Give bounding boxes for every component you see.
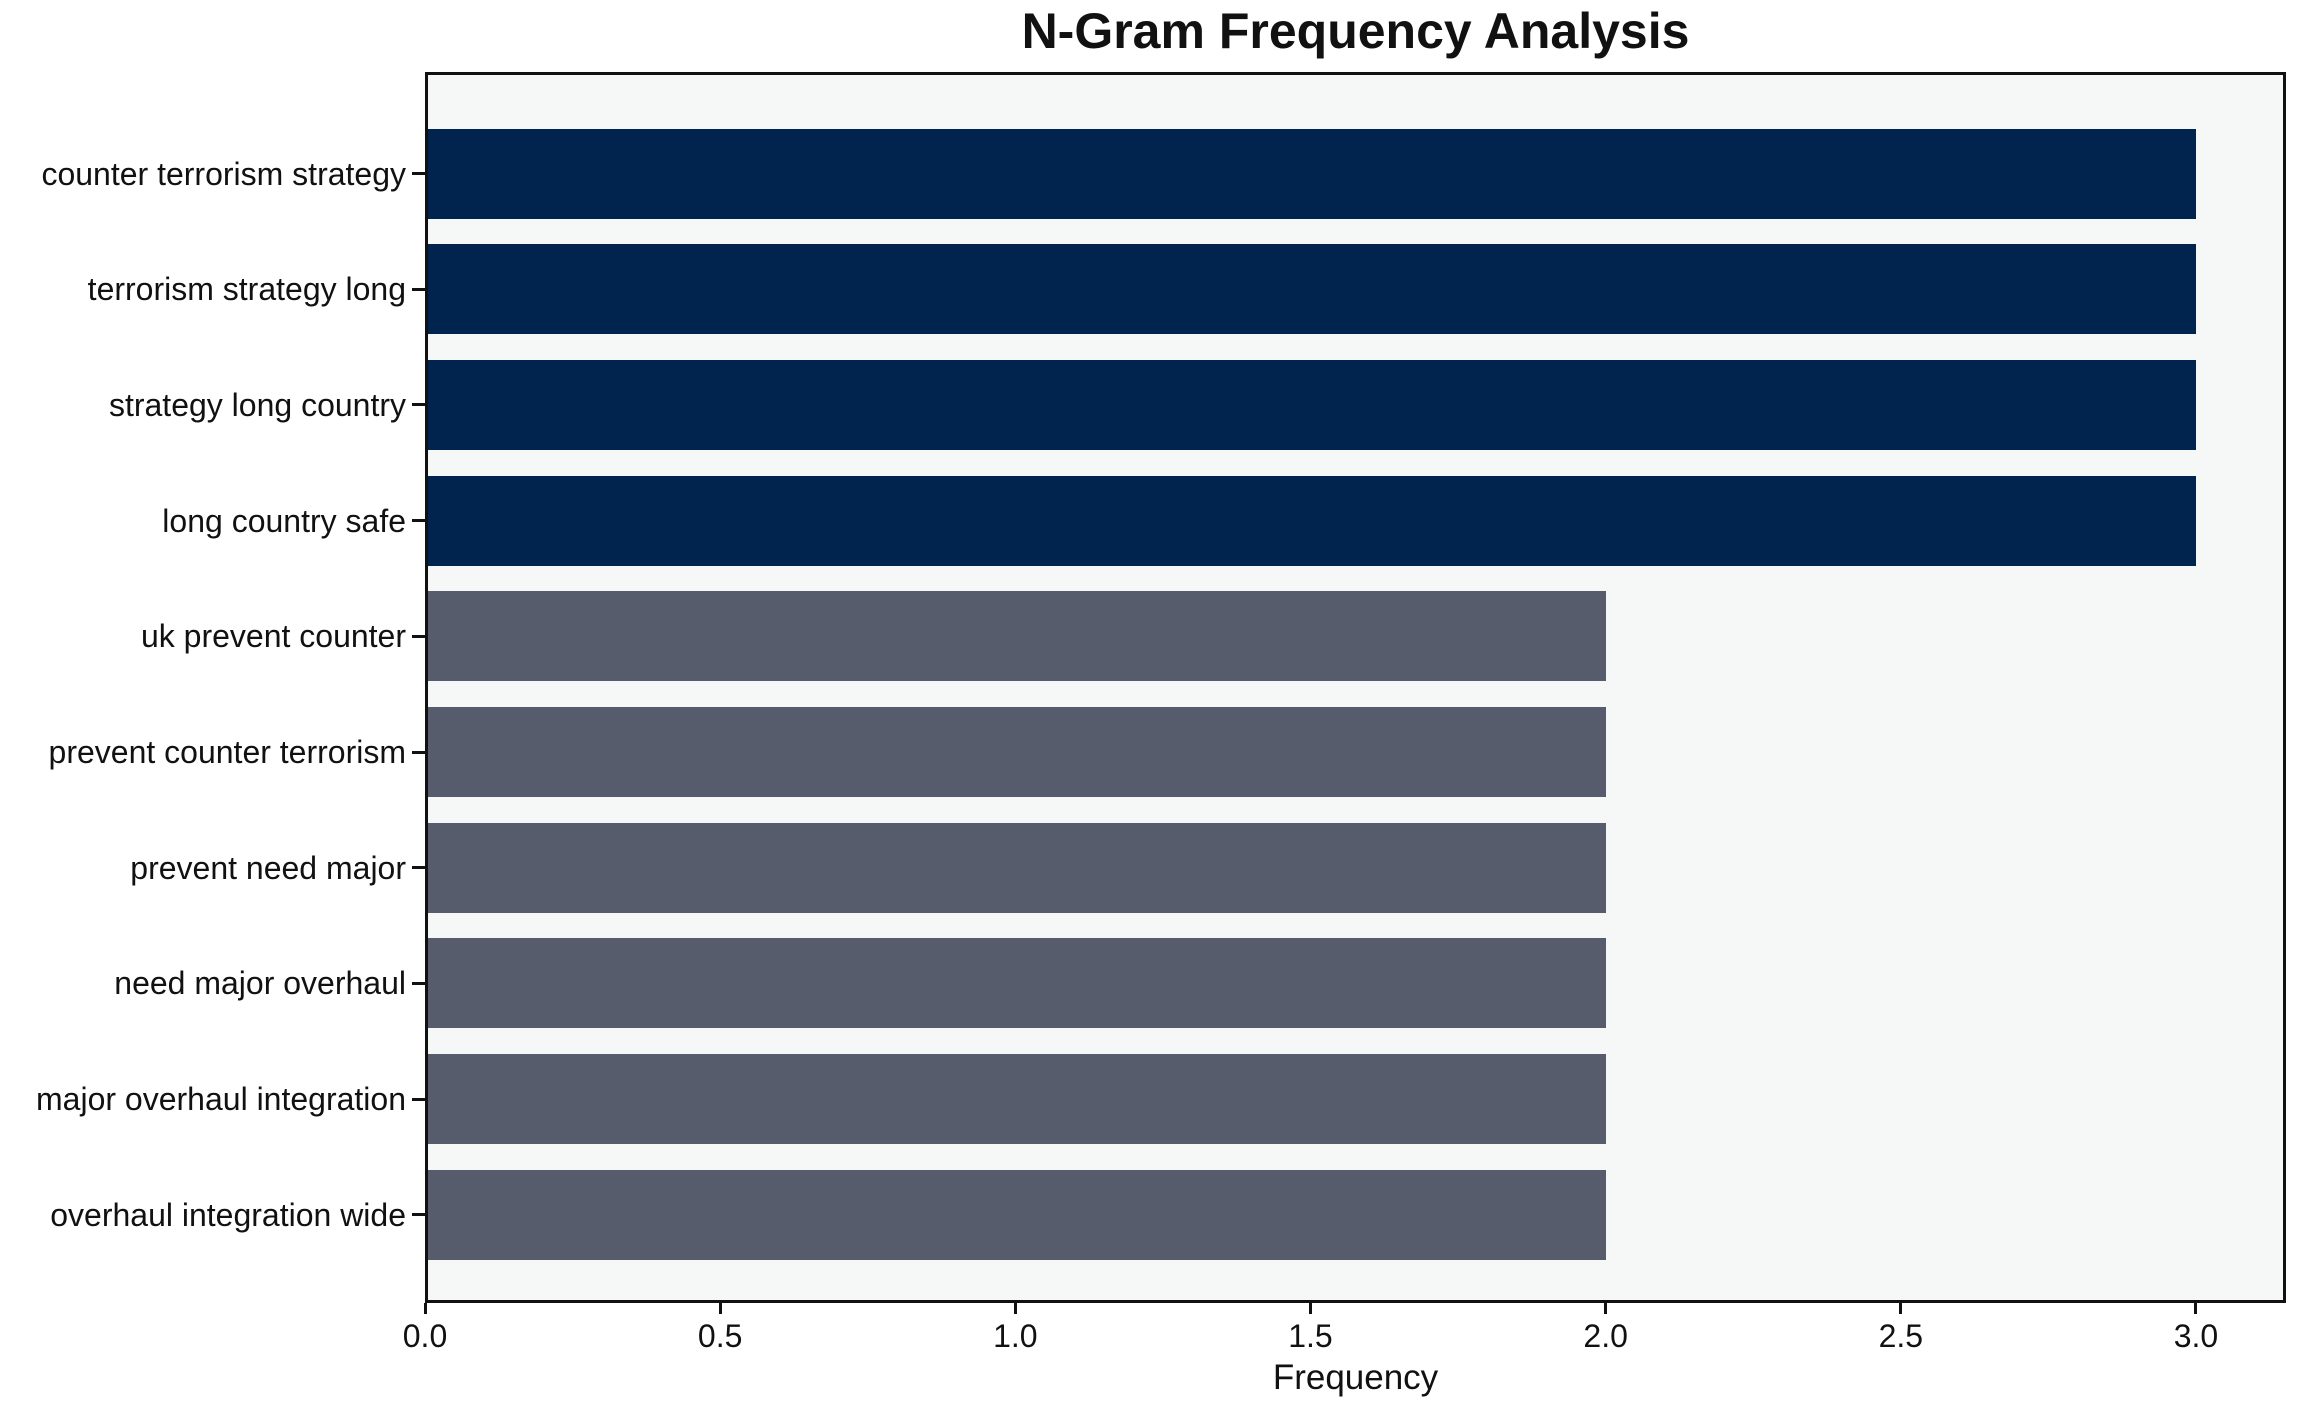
bar-long-country-safe <box>425 475 2196 566</box>
y-tick-mark <box>412 403 425 407</box>
y-tick-mark <box>412 172 425 175</box>
x-tick-label: 2.0 <box>1583 1318 1628 1354</box>
x-tick-mark <box>1899 1303 1903 1314</box>
y-tick-label: need major overhaul <box>114 965 406 1002</box>
y-tick-mark <box>412 634 425 638</box>
y-tick-label: prevent need major <box>130 849 406 886</box>
x-tick-mark <box>1013 1303 1017 1314</box>
y-tick-mark <box>412 1213 425 1217</box>
plot-area <box>425 72 2286 1303</box>
y-tick-label: long country safe <box>162 502 406 539</box>
y-tick-mark <box>412 866 425 870</box>
x-tick-label: 0.0 <box>402 1318 448 1354</box>
x-tick-label: 3.0 <box>2173 1318 2219 1354</box>
y-tick-label: terrorism strategy long <box>87 271 406 308</box>
x-tick-label: 2.5 <box>1878 1318 1924 1354</box>
chart-title: N-Gram Frequency Analysis <box>1021 3 1690 59</box>
y-tick-mark <box>412 1097 425 1101</box>
y-tick-label: counter terrorism strategy <box>41 155 406 192</box>
bar-prevent-need-major <box>425 822 1606 913</box>
bar-counter-terrorism-strategy <box>425 128 2196 219</box>
x-tick-mark <box>1604 1303 1608 1314</box>
y-tick-label: strategy long country <box>108 386 406 423</box>
x-tick-label: 0.5 <box>697 1318 743 1354</box>
bar-overhaul-integration-wide <box>425 1169 1606 1260</box>
bar-prevent-counter-terrorism <box>425 707 1606 797</box>
x-axis-label: Frequency <box>1272 1358 1439 1397</box>
y-tick-label: overhaul integration wide <box>50 1196 406 1233</box>
y-tick-mark <box>412 750 425 754</box>
x-tick-label: 1.5 <box>1288 1318 1333 1354</box>
bar-terrorism-strategy-long <box>425 244 2196 335</box>
y-tick-label: uk prevent counter <box>140 618 406 655</box>
bar-uk-prevent-counter <box>425 591 1606 682</box>
y-tick-label: prevent counter terrorism <box>48 734 406 770</box>
x-tick-mark <box>423 1303 427 1314</box>
x-tick-mark <box>1308 1303 1312 1314</box>
y-tick-mark <box>412 519 425 523</box>
x-tick-mark <box>718 1303 722 1314</box>
x-tick-label: 1.0 <box>993 1318 1038 1354</box>
bar-major-overhaul-integration <box>425 1054 1606 1145</box>
bar-need-major-overhaul <box>425 938 1606 1029</box>
y-tick-mark <box>412 981 425 985</box>
bar-strategy-long-country <box>425 359 2196 450</box>
y-tick-label: major overhaul integration <box>36 1081 406 1118</box>
y-tick-mark <box>412 287 425 291</box>
x-tick-mark <box>2194 1303 2198 1314</box>
